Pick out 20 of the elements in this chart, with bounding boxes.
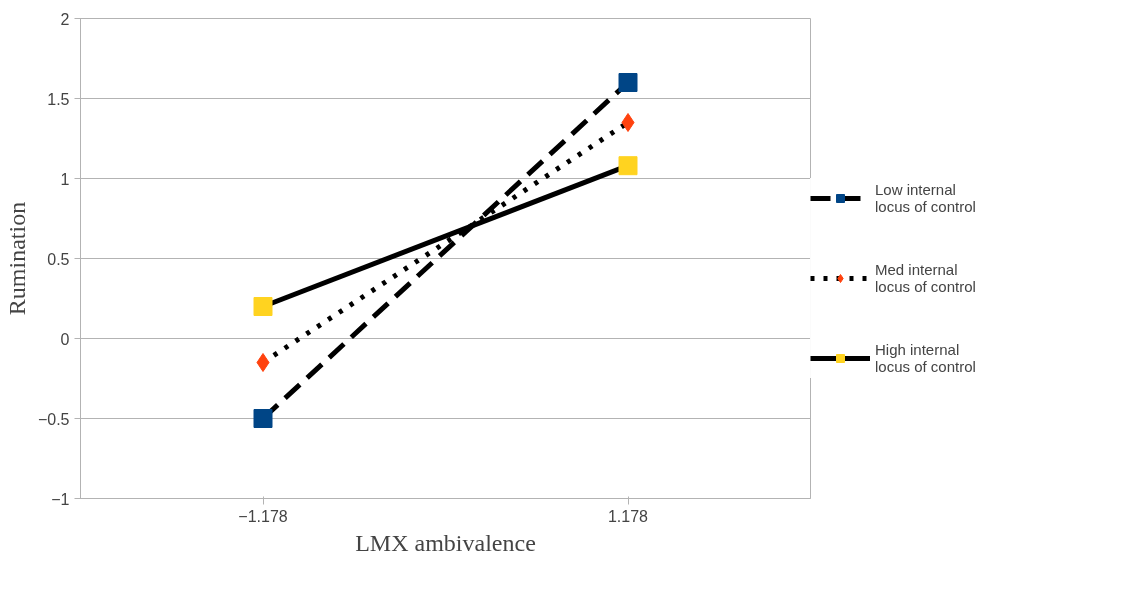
y-tick-label: 0.5 — [47, 250, 70, 268]
point — [253, 409, 273, 428]
legend-label: High internal locus of control — [875, 340, 976, 377]
x-axis-title: LMX ambivalence — [355, 529, 536, 556]
x-tick-label: 1.178 — [607, 507, 649, 525]
y-tick-label: 2 — [60, 10, 70, 28]
y-tick-label: 0 — [60, 330, 70, 348]
point — [253, 297, 273, 316]
legend-label: Low internal locus of control — [875, 180, 976, 217]
x-tick-label: −1.178 — [238, 507, 288, 525]
y-tick-label: 1.5 — [47, 90, 70, 108]
y-tick-label: 1 — [60, 170, 70, 188]
legend-label: Med internal locus of control — [875, 260, 976, 297]
point — [618, 156, 638, 176]
y-tick-label: −0.5 — [37, 410, 70, 428]
point — [618, 73, 638, 92]
y-tick-label: −1 — [51, 490, 70, 508]
y-axis-title: Rumination — [3, 201, 30, 316]
point — [256, 353, 270, 372]
point — [621, 113, 635, 132]
